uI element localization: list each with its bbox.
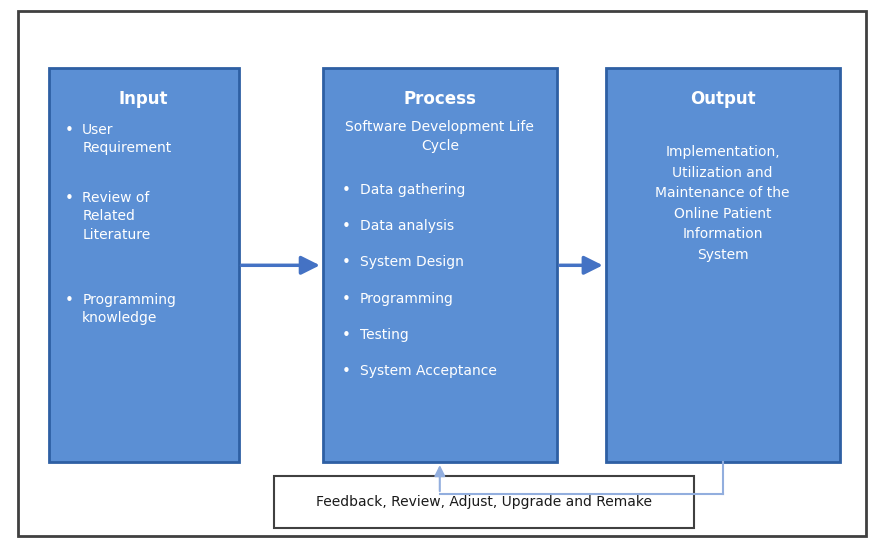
- FancyBboxPatch shape: [323, 68, 557, 462]
- Text: Data gathering: Data gathering: [360, 183, 465, 197]
- FancyBboxPatch shape: [274, 476, 694, 528]
- Text: •: •: [65, 293, 73, 307]
- Text: Data analysis: Data analysis: [360, 219, 453, 234]
- Text: Feedback, Review, Adjust, Upgrade and Remake: Feedback, Review, Adjust, Upgrade and Re…: [316, 495, 652, 509]
- Text: Review of
Related
Literature: Review of Related Literature: [82, 191, 150, 242]
- Text: Software Development Life
Cycle: Software Development Life Cycle: [346, 120, 534, 153]
- Text: Process: Process: [403, 90, 476, 108]
- Text: Programming
knowledge: Programming knowledge: [82, 293, 176, 325]
- Text: Implementation,
Utilization and
Maintenance of the
Online Patient
Information
Sy: Implementation, Utilization and Maintena…: [655, 145, 790, 262]
- Text: •: •: [342, 328, 351, 342]
- FancyBboxPatch shape: [18, 11, 866, 536]
- Text: System Acceptance: System Acceptance: [360, 364, 497, 378]
- Text: •: •: [342, 292, 351, 306]
- Text: Testing: Testing: [360, 328, 408, 342]
- Text: Output: Output: [690, 90, 756, 108]
- Text: •: •: [342, 364, 351, 379]
- Text: •: •: [342, 183, 351, 198]
- Text: Programming: Programming: [360, 292, 453, 306]
- Text: System Design: System Design: [360, 255, 464, 270]
- FancyBboxPatch shape: [49, 68, 239, 462]
- Text: •: •: [65, 191, 73, 206]
- Text: •: •: [65, 123, 73, 138]
- Text: User
Requirement: User Requirement: [82, 123, 171, 155]
- Text: •: •: [342, 219, 351, 234]
- Text: Input: Input: [119, 90, 168, 108]
- Text: •: •: [342, 255, 351, 270]
- FancyBboxPatch shape: [606, 68, 840, 462]
